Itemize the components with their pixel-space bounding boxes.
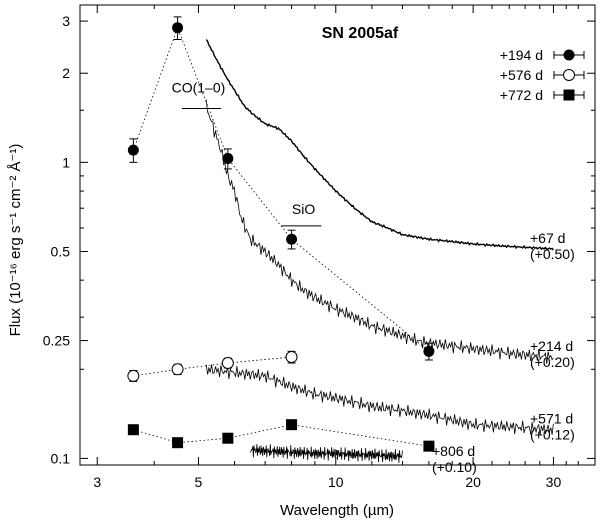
annotations-group: CO(1–0) SiO [172, 80, 322, 227]
x-tick-label: 10 [328, 474, 344, 490]
data-point-filled-square [423, 440, 435, 452]
plot-frame [79, 4, 596, 466]
spectrum-line [205, 99, 554, 364]
feature-label: CO(1–0) [172, 80, 226, 96]
spectrum-epoch-label: +67 d [530, 230, 565, 246]
data-point-filled-square [172, 437, 184, 449]
chart-title: SN 2005af [322, 25, 399, 42]
data-point-open-circle [127, 369, 140, 382]
spectrum-epoch-label: +571 d [530, 411, 573, 427]
spectrum-line [205, 39, 554, 251]
data-point-filled-circle [286, 233, 298, 245]
data-point-filled-square [222, 432, 234, 444]
data-point-filled-circle [172, 22, 184, 34]
x-tick-label: 3 [93, 474, 101, 490]
y-tick-label: 0.25 [43, 333, 70, 349]
spectrum-offset-label: (+0.12) [530, 427, 575, 443]
spectrum-epoch-label: +214 d [530, 338, 573, 354]
x-tick-label: 30 [546, 474, 562, 490]
data-point-open-circle [171, 363, 184, 376]
x-tick-label: 5 [195, 474, 203, 490]
data-point-filled-circle [127, 144, 139, 156]
data-point-filled-square [286, 419, 298, 431]
y-tick-label: 0.1 [51, 450, 71, 466]
legend-marker-open-circle [563, 69, 575, 81]
photometry-group [127, 16, 435, 452]
spectrum-line [250, 444, 403, 463]
legend-entry-label: +576 d [500, 67, 543, 83]
data-point-filled-circle [222, 153, 234, 165]
legend-marker-filled-square [563, 89, 575, 101]
legend-group: +194 d +576 d +772 d [500, 47, 585, 103]
spectrum-offset-label: (+0.50) [530, 246, 575, 262]
feature-label: SiO [292, 201, 315, 217]
spectrum-epoch-label: +806 d [432, 443, 475, 459]
spectrum-offset-label: (+0.20) [530, 354, 575, 370]
legend-entry-label: +772 d [500, 87, 543, 103]
photometry-connector [133, 26, 430, 352]
data-point-filled-circle [423, 345, 435, 357]
spectrum-offset-label: (+0.10) [432, 459, 477, 475]
spectrum-line [205, 364, 554, 435]
x-axis-label: Wavelength (µm) [280, 502, 394, 519]
y-tick-label: 1 [62, 154, 70, 170]
y-tick-label: 2 [62, 65, 70, 81]
data-point-open-circle [285, 351, 298, 364]
axis-ticks-group: 3 5 10 20 30 0.1 0.25 0.5 1 2 3 [43, 5, 595, 490]
data-point-filled-square [127, 424, 139, 436]
x-tick-label: 20 [465, 474, 481, 490]
data-point-open-circle [221, 357, 234, 370]
legend-marker-filled-circle [563, 49, 575, 61]
y-tick-label: 3 [62, 13, 70, 29]
y-tick-label: 0.5 [51, 243, 71, 259]
spectra-group: +67 d(+0.50) +214 d(+0.20) +571 d(+0.12) +8… [205, 39, 575, 475]
legend-entry-label: +194 d [500, 47, 543, 63]
y-axis-label: Flux (10⁻¹⁶ erg s⁻¹ cm⁻² Å⁻¹) [7, 144, 24, 337]
